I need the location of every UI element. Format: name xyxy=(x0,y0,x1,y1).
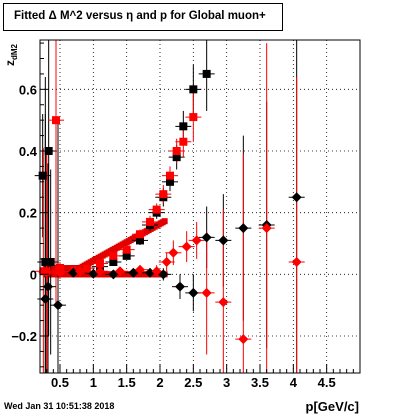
square-marker xyxy=(52,116,60,125)
x-tick-label: 3 xyxy=(223,375,230,390)
diamond-marker xyxy=(238,223,249,234)
diamond-marker xyxy=(41,267,52,278)
diamond-marker xyxy=(218,297,229,308)
square-marker xyxy=(189,85,198,94)
band-marker xyxy=(161,218,168,225)
diamond-marker xyxy=(43,281,53,292)
x-tick-label: 2 xyxy=(156,375,163,390)
square-marker xyxy=(202,69,211,78)
title-box: Fitted Δ M^2 versus η and p for Global m… xyxy=(3,3,283,31)
square-marker xyxy=(38,171,47,180)
diamond-marker xyxy=(168,247,179,258)
x-tick-label: 4.5 xyxy=(318,375,336,390)
square-marker xyxy=(46,258,55,266)
square-marker xyxy=(166,177,174,186)
diamond-marker xyxy=(201,232,212,243)
square-marker xyxy=(122,251,131,260)
x-axis-title: p[GeV/c] xyxy=(306,399,359,414)
marker-layer xyxy=(38,69,302,345)
x-tick-label: 3.5 xyxy=(251,375,269,390)
y-axis-title: zdM2 xyxy=(3,43,19,66)
diamond-marker xyxy=(75,266,85,277)
diamond-marker xyxy=(261,223,272,234)
x-tick-label: 2.5 xyxy=(184,375,202,390)
plot-frame xyxy=(39,39,361,374)
chart-title: Fitted Δ M^2 versus η and p for Global m… xyxy=(14,10,266,22)
tick-label-layer: 0.5 1 1.5 2 2.5 3 3.5 4 4.5 −0.2 0 0.2 0.4 0.6 xyxy=(11,82,335,390)
y-tick-label: 0.2 xyxy=(19,206,37,221)
diamond-marker xyxy=(145,267,155,278)
diamond-marker xyxy=(151,266,162,277)
diamond-marker xyxy=(188,287,199,298)
diamond-marker xyxy=(135,264,145,275)
square-marker xyxy=(41,258,50,266)
y-tick-label: 0 xyxy=(30,267,37,282)
diamond-marker xyxy=(40,294,51,304)
diamond-marker xyxy=(291,257,302,267)
x-tick-label: 0.5 xyxy=(51,375,69,390)
grid-layer xyxy=(40,40,360,373)
y-tick-label: 0.6 xyxy=(19,82,37,97)
square-marker xyxy=(136,236,144,245)
square-marker xyxy=(136,230,144,239)
square-marker xyxy=(122,245,131,254)
y-tick-label: −0.2 xyxy=(11,329,37,344)
diamond-marker xyxy=(181,241,192,252)
square-marker xyxy=(166,171,174,180)
diamond-marker xyxy=(95,266,105,277)
diamond-marker xyxy=(115,266,125,277)
square-marker xyxy=(179,137,188,146)
diamond-marker xyxy=(201,287,212,298)
square-marker xyxy=(82,264,91,273)
diamond-marker xyxy=(53,300,63,311)
square-marker xyxy=(172,153,181,162)
error-bar-layer xyxy=(34,40,305,373)
diamond-marker xyxy=(175,281,185,292)
diamond-marker xyxy=(161,257,172,267)
square-marker xyxy=(159,190,168,199)
square-marker xyxy=(152,205,161,214)
diamond-marker xyxy=(218,235,229,246)
diamond-marker xyxy=(191,235,202,246)
y-tick-label: 0.4 xyxy=(19,144,38,159)
square-marker xyxy=(179,122,188,131)
x-tick-label: 4 xyxy=(290,375,298,390)
square-marker xyxy=(189,113,198,122)
diamond-marker xyxy=(55,267,65,278)
x-tick-label: 1.5 xyxy=(118,375,136,390)
diamond-marker xyxy=(291,192,302,203)
square-marker xyxy=(146,217,154,226)
tick-layer xyxy=(40,42,361,373)
diamond-marker xyxy=(238,334,249,345)
square-marker xyxy=(96,259,104,268)
footer-timestamp: Wed Jan 31 10:51:38 2018 xyxy=(4,401,115,411)
diamond-marker xyxy=(68,267,79,278)
square-marker xyxy=(109,251,118,260)
square-marker xyxy=(109,258,118,266)
x-tick-label: 1 xyxy=(90,375,97,390)
square-marker xyxy=(172,147,181,155)
